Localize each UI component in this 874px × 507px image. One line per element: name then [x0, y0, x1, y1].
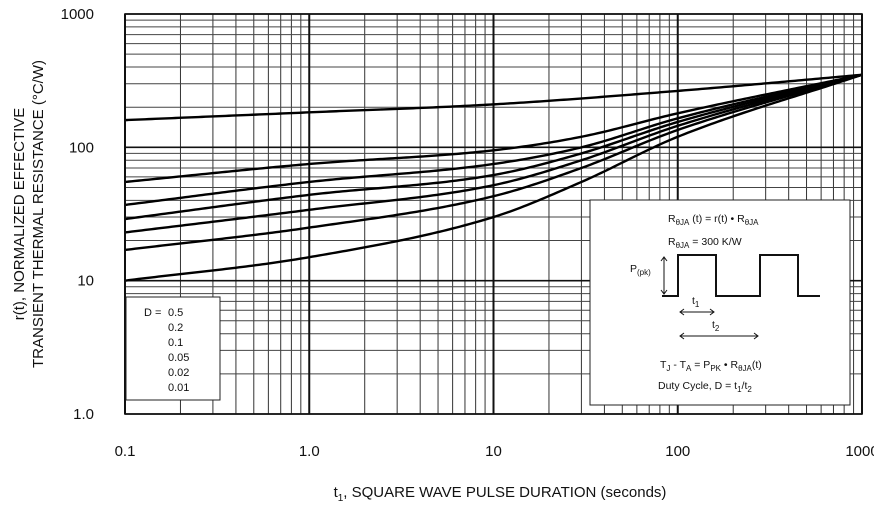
y-axis-ticks: 1.0 10 100 1000 — [61, 6, 94, 423]
inset-formula-temperature: TJ - TA = PPK • RθJA(t) — [660, 359, 762, 373]
inset-pulse-label: P(pk) — [630, 263, 651, 277]
series-curve-3 — [124, 73, 863, 221]
y-tick-label: 1000 — [61, 6, 94, 23]
series-curve-2 — [124, 73, 863, 207]
x-tick-label: 10 — [485, 443, 502, 460]
series-curve-6 — [124, 73, 863, 282]
legend-entry: 0.5 — [168, 307, 183, 319]
inset-formula-rthja: RθJA (t) = r(t) • RθJA — [668, 213, 759, 227]
inset-duty-cycle: Duty Cycle, D = t1/t2 — [658, 380, 752, 394]
plot-frame — [124, 13, 863, 415]
t1-arrow — [679, 308, 715, 316]
y-tick-label: 10 — [77, 273, 94, 290]
x-tick-label: 1.0 — [299, 443, 320, 460]
legend-entry: 0.2 — [168, 322, 183, 334]
legend-title: D = — [144, 307, 161, 319]
t2-arrow — [679, 332, 759, 340]
series-curve-4 — [124, 73, 863, 234]
x-tick-label: 1000 — [845, 443, 874, 460]
y-tick-label: 1.0 — [73, 406, 94, 423]
x-axis-ticks: 0.1 1.0 10 100 1000 — [115, 443, 874, 460]
pulse-waveform — [662, 254, 820, 297]
legend-entry: 0.02 — [168, 367, 189, 379]
y-axis-title-line-1: r(t), NORMALIZED EFFECTIVE — [11, 108, 28, 321]
legend-entry: 0.01 — [168, 382, 189, 394]
y-axis-title: r(t), NORMALIZED EFFECTIVE TRANSIENT THE… — [11, 60, 47, 368]
x-tick-label: 100 — [665, 443, 690, 460]
pulse-diagram-inset: RθJA (t) = r(t) • RθJA RθJA = 300 K/W P(… — [589, 199, 851, 406]
legend-box — [125, 296, 221, 401]
y-tick-label: 100 — [69, 139, 94, 156]
inset-box — [589, 199, 851, 406]
legend-entry: 0.05 — [168, 352, 189, 364]
series-group — [124, 73, 863, 282]
y-axis-title-line-2: TRANSIENT THERMAL RESISTANCE (°C/W) — [30, 60, 47, 368]
inset-t1-label: t1 — [692, 295, 700, 309]
inset-t2-label: t2 — [712, 319, 720, 333]
legend: D = 0.5 0.2 0.1 0.05 0.02 0.01 — [125, 296, 221, 401]
x-axis-title: t1, SQUARE WAVE PULSE DURATION (seconds) — [334, 484, 667, 504]
series-curve-5 — [124, 73, 863, 252]
inset-formula-rthja-value: RθJA = 300 K/W — [668, 236, 742, 250]
x-tick-label: 0.1 — [115, 443, 136, 460]
series-curve-1 — [124, 73, 863, 184]
series-curve-0 — [124, 73, 863, 122]
legend-entry: 0.1 — [168, 337, 183, 349]
pulse-height-arrow — [660, 256, 668, 295]
